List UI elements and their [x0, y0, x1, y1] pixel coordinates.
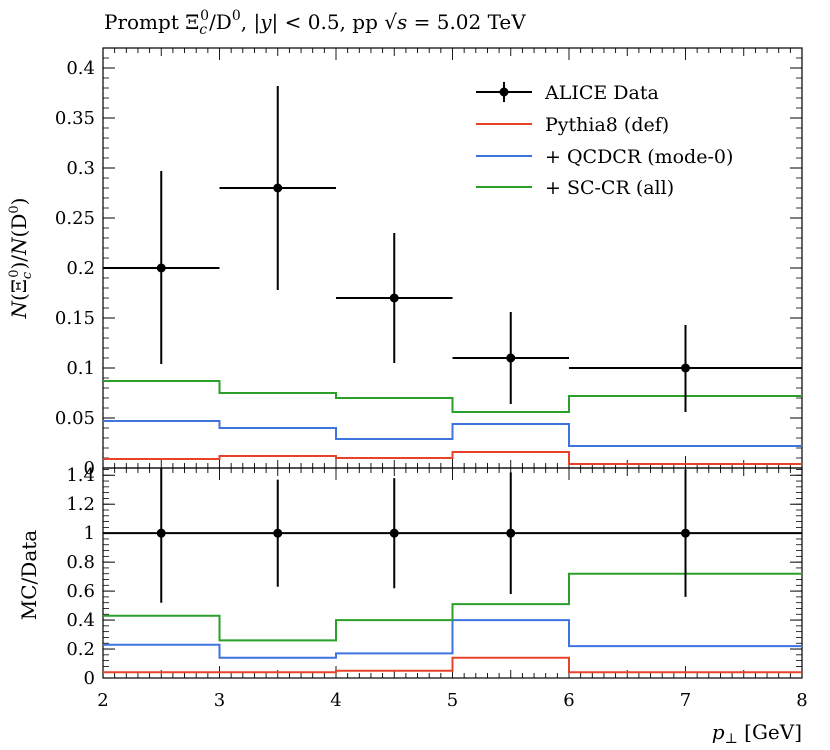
legend-label-pythia8: Pythia8 (def): [545, 114, 669, 136]
y-tick-label: 0.6: [66, 581, 95, 602]
y-tick-label: 0.15: [55, 308, 95, 329]
ratio-series: [103, 572, 802, 674]
series-line: [103, 380, 802, 413]
series-line: [103, 451, 802, 465]
y-tick-label: 0.1: [66, 358, 95, 379]
y-tick-label: 1.4: [66, 465, 95, 486]
legend-label-qcdcr: + QCDCR (mode-0): [545, 146, 733, 168]
main-data-points: [103, 86, 802, 412]
series-line: [103, 656, 802, 674]
ratio-y-ticks: 0 0.2 0.4 0.6 0.8 1 1.2 1.4: [66, 465, 802, 689]
main-y-ticks: 0 0.05 0.1 0.15 0.2 0.25 0.3 0.35 0.4: [55, 47, 802, 479]
y-tick-label: 0.3: [66, 158, 95, 179]
main-series: [103, 380, 802, 465]
ratio-data-points: [103, 468, 802, 603]
y-tick-label: 0.25: [55, 208, 95, 229]
legend-item-sc-cr: + SC-CR (all): [476, 177, 674, 199]
y-tick-label: 0.8: [66, 552, 95, 573]
chart-title: Prompt Ξc0/D0, |y| < 0.5, pp √s = 5.02 T…: [104, 8, 526, 38]
legend: ALICE Data Pythia8 (def) + QCDCR (mode-0…: [476, 82, 733, 199]
data-point: [681, 363, 690, 373]
x-tick-label: 8: [796, 690, 807, 711]
y-tick-label: 0.05: [55, 408, 95, 429]
x-tick-label: 6: [563, 690, 574, 711]
data-point: [156, 263, 166, 273]
y-tick-label: 0.2: [66, 258, 95, 279]
data-point: [156, 528, 166, 538]
legend-item-qcdcr: + QCDCR (mode-0): [476, 146, 733, 168]
legend-label-sc-cr: + SC-CR (all): [545, 177, 674, 199]
y-tick-label: 1: [84, 523, 95, 544]
ratio-y-axis-label: MC/Data: [17, 530, 41, 621]
x-tick-label: 4: [330, 690, 341, 711]
legend-item-pythia8: Pythia8 (def): [476, 114, 669, 136]
x-axis-label: p⊥ [GeV]: [712, 720, 802, 747]
y-tick-label: 0: [84, 458, 95, 479]
data-point: [681, 528, 690, 538]
y-tick-label: 0.2: [66, 639, 95, 660]
data-point: [506, 353, 516, 363]
data-point: [389, 528, 399, 538]
y-tick-label: 0.4: [66, 610, 95, 631]
data-point: [389, 293, 399, 303]
y-tick-label: 0: [84, 668, 95, 689]
x-tick-label: 2: [97, 690, 108, 711]
data-point: [273, 528, 283, 538]
series-line: [103, 420, 802, 447]
data-point: [506, 528, 516, 538]
main-y-axis-label: N(Ξc0)/N(D0): [7, 198, 35, 320]
x-tick-label: 3: [214, 690, 225, 711]
ratio-x-ticks: 2 3 4 5 6 7 8: [97, 468, 808, 711]
series-line: [103, 619, 802, 659]
x-tick-label: 5: [447, 690, 458, 711]
x-tick-label: 7: [680, 690, 691, 711]
series-line: [103, 572, 802, 642]
legend-item-alice-data: ALICE Data: [476, 82, 659, 104]
data-point: [273, 183, 283, 193]
legend-label-alice-data: ALICE Data: [544, 82, 659, 104]
y-tick-label: 0.4: [66, 58, 95, 79]
y-tick-label: 1.2: [66, 494, 95, 515]
y-tick-label: 0.35: [55, 108, 95, 129]
